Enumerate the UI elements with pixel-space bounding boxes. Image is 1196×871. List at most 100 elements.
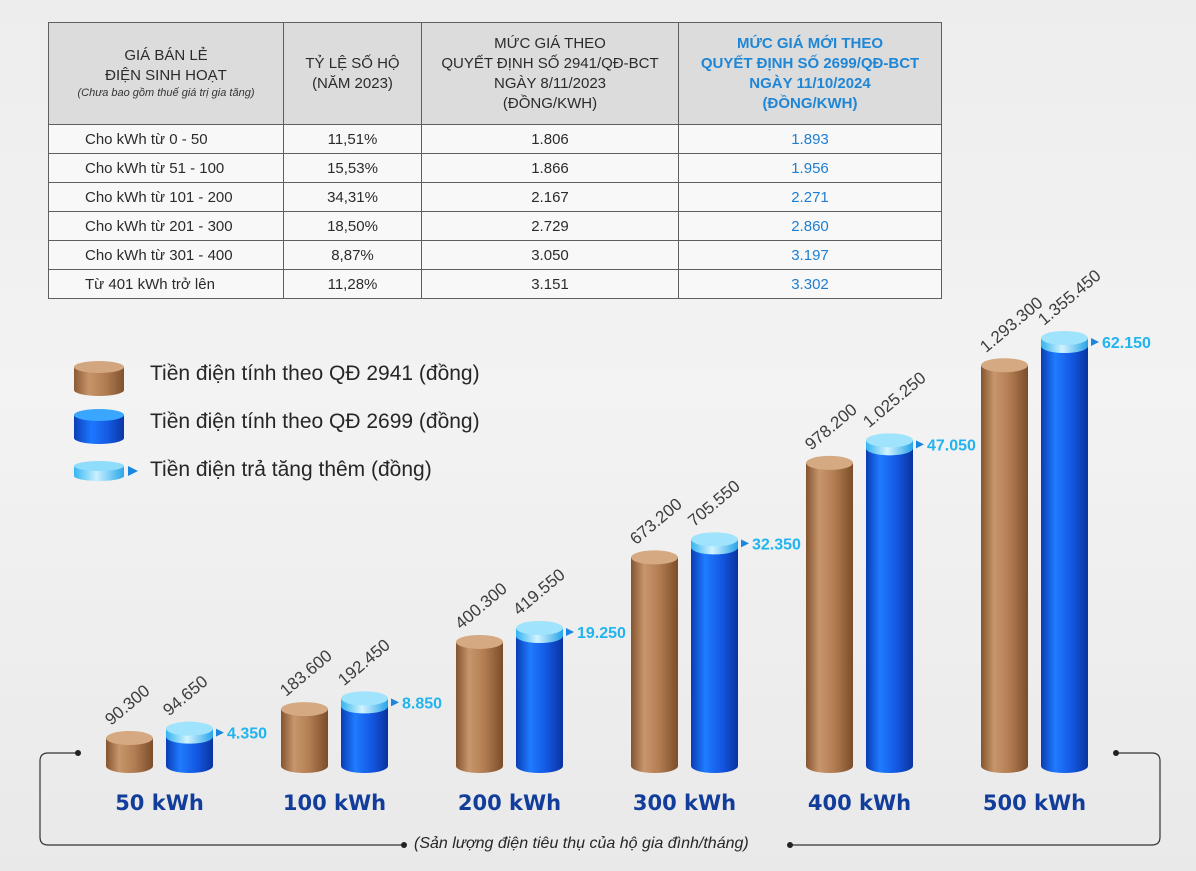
bar-old [631,550,678,773]
bar-new-body [691,547,738,766]
bar-new-base [1041,759,1088,773]
bar-new [691,540,738,773]
axis-frame-left [39,752,404,846]
bar-old-top [456,634,503,649]
category-label: 500 kWh [983,791,1086,815]
row-new-price: 3.197 [678,240,942,270]
table-body: Cho kWh từ 0 - 50 11,51% 1.806 1.893 Cho kWh… [48,124,942,299]
table-row: Cho kWh từ 201 - 300 18,50% 2.729 2.860 [48,211,942,241]
row-household-ratio: 18,50% [283,211,422,241]
legend-item-new: Tiền điện tính theo QĐ 2699 (đồng) [72,406,532,446]
data-label-old: 400.300 [451,579,510,633]
diff-arrow-icon [391,698,399,707]
bar-diff-top [866,433,913,448]
data-label-old: 90.300 [101,681,153,729]
row-old-price: 2.729 [421,211,679,241]
bar-old [806,455,853,773]
legend-label-old: Tiền điện tính theo QĐ 2941 (đồng) [150,362,480,385]
data-label-new: 1.025.250 [859,368,929,431]
row-old-price: 3.151 [421,269,679,299]
bar-old [281,702,328,773]
header-new-price: MỨC GIÁ MỚI THEO QUYẾT ĐỊNH SỐ 2699/QĐ-B… [678,22,942,125]
bar-diff-top [166,721,213,736]
category-label: 100 kWh [283,791,386,815]
row-old-price: 2.167 [421,182,679,212]
bar-diff-top [516,620,563,635]
bar-new [1041,339,1088,773]
blue-cylinder-icon [74,409,124,444]
brown-cylinder-icon [74,361,124,396]
bar-old-base [456,759,503,773]
header-new-price-text: MỨC GIÁ MỚI THEO QUYẾT ĐỊNH SỐ 2699/QĐ-B… [700,34,920,112]
row-new-price: 3.302 [678,269,942,299]
bar-old-base [281,759,328,773]
category-label: 50 kWh [115,791,204,815]
x-axis-label: (Sản lượng điện tiêu thụ của hộ gia đình… [414,835,749,852]
bar-new [516,628,563,773]
data-label-old: 1.293.300 [976,293,1046,356]
row-label: Cho kWh từ 0 - 50 [48,124,284,154]
bar-old-base [631,759,678,773]
frame-dot [1113,750,1119,756]
diff-arrow-icon [216,728,224,737]
bar-old [456,634,503,773]
row-household-ratio: 8,87% [283,240,422,270]
diff-arrow-icon [566,627,574,636]
bar-diff [866,433,913,456]
header-retail-price: GIÁ BÁN LẺ ĐIỆN SINH HOẠT (Chưa bao gồm … [48,22,284,125]
table-row: Từ 401 kWh trở lên 11,28% 3.151 3.302 [48,269,942,299]
bar-old-top [981,358,1028,373]
bar-old-base [981,759,1028,773]
header-old-price-text: MỨC GIÁ THEO QUYẾT ĐỊNH SỐ 2941/QĐ-BCT N… [441,34,659,112]
header-household-ratio: TỶ LỆ SỐ HỘ (NĂM 2023) [283,22,422,125]
bar-old-top [281,702,328,717]
row-household-ratio: 11,28% [283,269,422,299]
bar-old-base [806,759,853,773]
category-label: 400 kWh [808,791,911,815]
table-row: Cho kWh từ 0 - 50 11,51% 1.806 1.893 [48,124,942,154]
category-label: 300 kWh [633,791,736,815]
bar-diff [691,532,738,555]
legend-label-diff: Tiền điện trả tăng thêm (đồng) [150,458,432,481]
data-label-diff: 62.150 [1102,335,1151,352]
bar-new-body [866,448,913,766]
frame-dot [401,842,407,848]
bar-diff [166,721,213,744]
bar-new-base [866,759,913,773]
bar-new-body [516,635,563,766]
bar-new-base [516,759,563,773]
bar-old-top [806,455,853,470]
bar-old [106,731,153,773]
category-label: 200 kWh [458,791,561,815]
legend-label-new: Tiền điện tính theo QĐ 2699 (đồng) [150,410,480,433]
axis-frame-right [790,752,1161,846]
bar-old-body [281,709,328,766]
bar-diff-top [691,532,738,547]
bar-old-top [106,731,153,746]
data-label-old: 673.200 [626,494,685,548]
bar-old-body [631,557,678,766]
bar-new-body [341,706,388,766]
bar-old-body [456,641,503,766]
header-retail-price-title: GIÁ BÁN LẺ ĐIỆN SINH HOẠT [105,47,227,84]
row-new-price: 2.271 [678,182,942,212]
bar-new [866,441,913,773]
frame-dot [75,750,81,756]
row-label: Từ 401 kWh trở lên [48,269,284,299]
bar-diff [516,620,563,643]
table-row: Cho kWh từ 51 - 100 15,53% 1.866 1.956 [48,153,942,183]
data-label-new: 419.550 [509,565,568,619]
bar-diff-top [1041,331,1088,345]
data-label-new: 1.355.450 [1034,266,1104,329]
legend-item-diff: Tiền điện trả tăng thêm (đồng) [72,454,532,494]
bar-old-body [806,462,853,766]
table-row: Cho kWh từ 301 - 400 8,87% 3.050 3.197 [48,240,942,270]
bar-diff [341,691,388,714]
header-household-ratio-text: TỶ LỆ SỐ HỘ (NĂM 2023) [305,54,400,92]
data-label-old: 183.600 [276,646,335,700]
cyan-disc-arrow-icon [74,461,138,481]
bar-diff [1041,331,1088,353]
bar-new-base [341,759,388,773]
data-label-diff: 4.350 [227,726,267,743]
